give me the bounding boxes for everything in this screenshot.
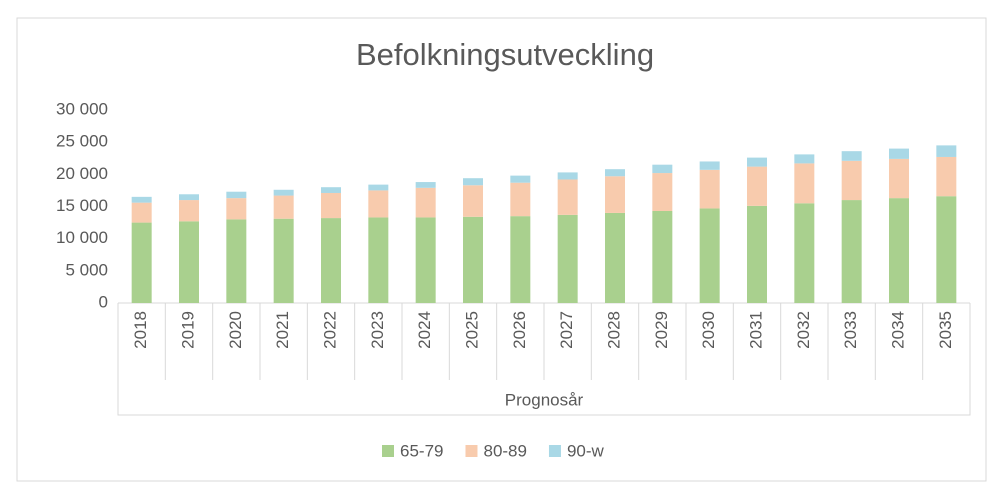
y-tick-label: 5 000	[65, 260, 108, 279]
y-tick-label: 15 000	[56, 196, 108, 215]
bar-segment	[936, 196, 957, 303]
bar-segment	[368, 217, 389, 303]
bar-segment	[226, 219, 247, 303]
bar-segment	[652, 211, 673, 303]
bar-segment	[415, 182, 436, 188]
x-tick-label: 2032	[794, 311, 813, 349]
y-tick-label: 10 000	[56, 228, 108, 247]
chart-frame	[16, 17, 987, 482]
bar-segment	[747, 157, 767, 167]
y-tick-label: 20 000	[56, 164, 108, 183]
bar-segment	[510, 182, 531, 217]
x-tick-label: 2023	[368, 311, 387, 349]
bar-segment	[936, 145, 957, 157]
legend-swatch	[382, 445, 394, 457]
x-tick-label: 2034	[888, 311, 907, 349]
x-tick-label: 2035	[936, 311, 955, 349]
bar-segment	[273, 189, 294, 196]
bar-segment	[321, 218, 341, 303]
x-tick-label: 2027	[557, 311, 576, 349]
y-tick-label: 0	[99, 292, 108, 311]
x-tick-label: 2029	[652, 311, 671, 349]
x-tick-label: 2024	[415, 311, 434, 349]
x-tick-label: 2026	[510, 311, 529, 349]
y-tick-label: 25 000	[56, 132, 108, 151]
bar-segment	[557, 179, 578, 215]
x-tick-label: 2018	[131, 311, 150, 349]
bar-segment	[747, 166, 767, 206]
x-tick-label: 2021	[273, 311, 292, 349]
y-tick-label: 30 000	[56, 99, 108, 118]
x-tick-label: 2030	[699, 311, 718, 349]
bar-segment	[794, 154, 815, 164]
bar-segment	[273, 218, 294, 303]
bar-segment	[605, 176, 625, 213]
bar-segment	[889, 198, 909, 303]
chart-title: Befolkningsutveckling	[356, 37, 654, 72]
bar-segment	[652, 164, 673, 174]
bar-segment	[321, 192, 341, 219]
legend-label: 80-89	[483, 441, 526, 460]
bar-segment	[699, 161, 720, 170]
bar-segment	[179, 221, 199, 303]
bar-segment	[510, 216, 531, 303]
x-tick-label: 2019	[178, 311, 197, 349]
bar-segment	[463, 216, 483, 303]
bar-segment	[889, 148, 909, 159]
bar-segment	[415, 187, 436, 218]
bar-segment	[368, 184, 389, 191]
bar-segment	[699, 169, 720, 209]
bar-segment	[841, 151, 862, 161]
bar-segment	[131, 202, 152, 223]
bar-segment	[841, 160, 862, 201]
bar-segment	[841, 200, 862, 303]
bar-segment	[652, 173, 673, 212]
bar-segment	[794, 203, 815, 303]
bar-segment	[368, 190, 389, 218]
bar-segment	[936, 156, 957, 197]
bar-segment	[463, 178, 483, 186]
bar-segment	[131, 222, 152, 303]
bar-segment	[794, 163, 815, 204]
bar-segment	[605, 169, 625, 177]
bar-segment	[131, 196, 152, 203]
x-tick-label: 2022	[320, 311, 339, 349]
bar-segment	[321, 187, 341, 193]
bar-segment	[179, 200, 199, 222]
bar-segment	[605, 212, 625, 303]
legend-label: 65-79	[400, 441, 443, 460]
bar-segment	[226, 198, 247, 220]
x-tick-label: 2031	[746, 311, 765, 349]
legend-label: 90-w	[567, 441, 605, 460]
x-tick-label: 2033	[841, 311, 860, 349]
bar-segment	[889, 158, 909, 199]
bar-segment	[226, 191, 247, 199]
bar-segment	[510, 175, 531, 183]
x-tick-label: 2020	[226, 311, 245, 349]
x-tick-label: 2028	[604, 311, 623, 349]
bar-segment	[557, 172, 578, 180]
bar-segment	[699, 208, 720, 303]
x-axis-label: Prognosår	[505, 390, 584, 409]
bar-segment	[179, 194, 199, 201]
legend-swatch	[548, 445, 561, 457]
bar-segment	[273, 195, 294, 219]
bar-segment	[557, 214, 578, 303]
bar-segment	[463, 185, 483, 217]
bar-segment	[747, 205, 767, 303]
x-tick-label: 2025	[462, 311, 481, 349]
bar-segment	[415, 217, 436, 303]
legend-swatch	[465, 445, 478, 457]
